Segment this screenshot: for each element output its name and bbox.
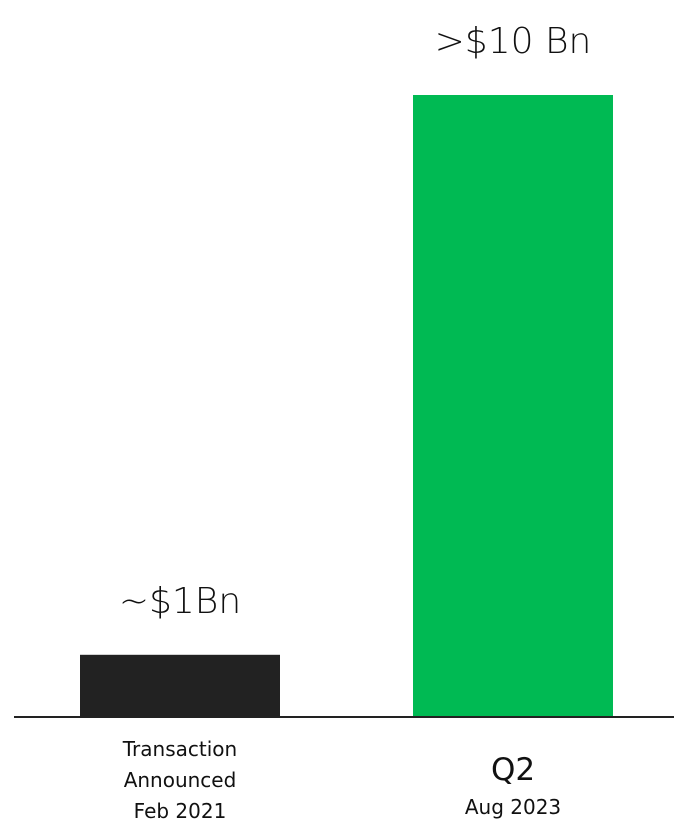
category-labels-group: Transaction Announced Feb 2021 Q2 Aug 2023 bbox=[122, 737, 561, 823]
category-label-0-line-0: Transaction bbox=[122, 737, 237, 761]
bars-group bbox=[80, 95, 613, 717]
category-label-1-main: Q2 bbox=[491, 752, 535, 788]
bar-0 bbox=[80, 654, 280, 717]
category-label-1-line-0: Aug 2023 bbox=[465, 795, 561, 819]
bar-1 bbox=[413, 95, 613, 717]
data-label-1: >$10 Bn bbox=[435, 21, 592, 62]
value-labels-group: ~$1Bn >$10 Bn bbox=[119, 21, 592, 622]
data-label-0: ~$1Bn bbox=[119, 581, 241, 622]
category-label-0-line-1: Announced bbox=[124, 768, 237, 792]
category-label-0-line-2: Feb 2021 bbox=[134, 799, 227, 823]
